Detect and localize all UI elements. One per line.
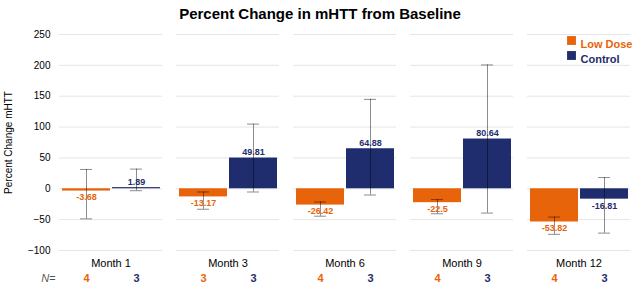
svg-text:N=: N= [41, 272, 56, 284]
svg-text:−50: −50 [34, 214, 51, 225]
html-text:Percent Change in mHTT from Ba: Percent Change in mHTT from Baseline [179, 5, 461, 22]
svg-text:64.88: 64.88 [359, 138, 382, 148]
svg-text:49.81: 49.81 [242, 147, 265, 157]
svg-text:Month 3: Month 3 [208, 257, 248, 269]
svg-text:4: 4 [83, 272, 90, 284]
svg-text:-26.42: -26.42 [308, 206, 334, 216]
svg-text:3: 3 [250, 272, 256, 284]
svg-text:−100: −100 [28, 245, 51, 256]
svg-text:-53.82: -53.82 [542, 223, 568, 233]
svg-text:3: 3 [601, 272, 607, 284]
svg-text:3: 3 [484, 272, 490, 284]
svg-text:Month 1: Month 1 [91, 257, 131, 269]
svg-text:4: 4 [551, 272, 558, 284]
svg-text:Percent Change mHTT: Percent Change mHTT [3, 91, 14, 194]
svg-text:Month 6: Month 6 [325, 257, 365, 269]
svg-text:-22.5: -22.5 [427, 204, 448, 214]
svg-text:80.64: 80.64 [476, 128, 499, 138]
svg-text:3: 3 [200, 272, 206, 284]
svg-text:3: 3 [367, 272, 373, 284]
svg-text:-3.68: -3.68 [76, 192, 97, 202]
svg-text:-16.81: -16.81 [592, 201, 618, 211]
svg-text:3: 3 [133, 272, 139, 284]
svg-text:4: 4 [434, 272, 441, 284]
svg-text:250: 250 [34, 29, 51, 40]
svg-text:200: 200 [34, 60, 51, 71]
svg-text:50: 50 [39, 152, 51, 163]
svg-text:0: 0 [45, 183, 51, 194]
svg-text:1.89: 1.89 [128, 177, 146, 187]
svg-text:100: 100 [34, 121, 51, 132]
svg-text:-13.17: -13.17 [191, 198, 217, 208]
svg-text:4: 4 [317, 272, 324, 284]
svg-text:Month 12: Month 12 [556, 257, 602, 269]
svg-text:Low Dose: Low Dose [581, 38, 633, 50]
svg-text:Control: Control [581, 53, 620, 65]
svg-text:150: 150 [34, 90, 51, 101]
svg-text:Month 9: Month 9 [442, 257, 482, 269]
